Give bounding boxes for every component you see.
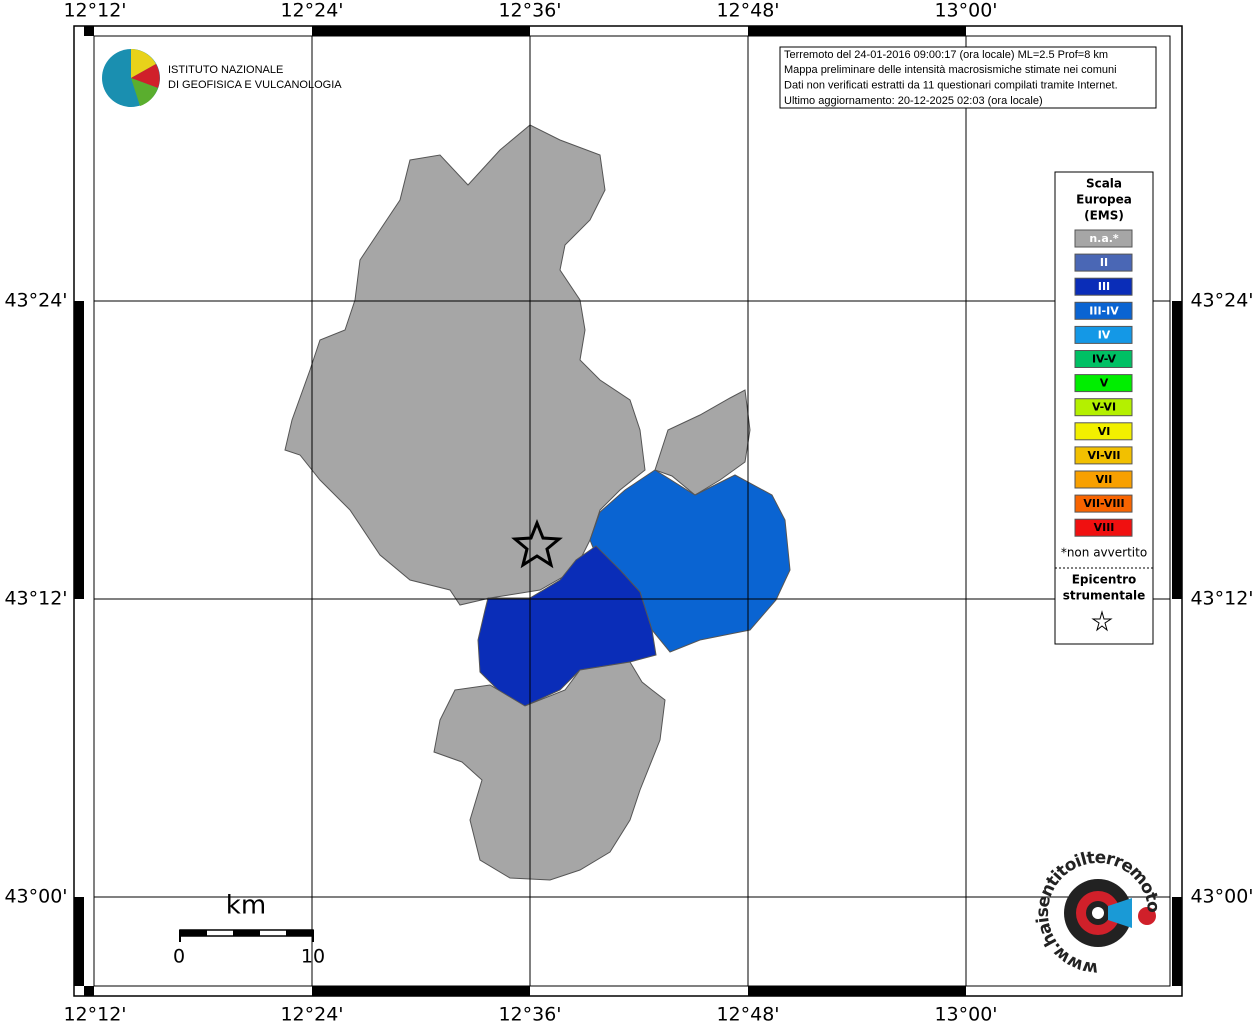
graticule	[94, 36, 1170, 986]
legend-label: VIII	[1094, 521, 1115, 534]
legend-star	[1091, 610, 1113, 632]
epicentre-star	[511, 518, 563, 569]
legend-swatch	[1074, 350, 1133, 368]
scale-label: 0	[173, 946, 185, 968]
longitude-label: 12°48'	[716, 1004, 779, 1024]
legend-label: IV	[1098, 328, 1111, 341]
info-box	[779, 46, 1157, 109]
latitude-label: 43°24'	[1190, 290, 1253, 312]
logo-line: ISTITUTO NAZIONALE	[168, 64, 283, 76]
info-line: Ultimo aggiornamento: 20-12-2025 02:03 (…	[784, 95, 1043, 107]
legend-swatch	[1074, 398, 1133, 417]
legend-note: *non avvertito	[1061, 546, 1147, 560]
legend-label: VII	[1096, 473, 1113, 486]
ingv-logo: ISTITUTO NAZIONALE DI GEOFISICA E VULCAN…	[102, 49, 342, 107]
scale-unit: km	[226, 891, 266, 921]
legend-label: V-VI	[1092, 401, 1116, 414]
legend-title: (EMS)	[1084, 209, 1124, 223]
legend-swatch	[1074, 229, 1133, 248]
latitude-label: 43°00'	[1190, 886, 1253, 908]
legend-label: III	[1098, 280, 1110, 293]
legend-swatch	[1074, 277, 1133, 296]
legend-swatch	[1074, 446, 1133, 465]
scale-bar: km 0 10	[173, 891, 325, 968]
legend-label: II	[1100, 256, 1108, 269]
region-na	[654, 389, 751, 496]
info-line: Mappa preliminare delle intensità macros…	[784, 64, 1117, 76]
latitude-label: 43°12'	[1190, 588, 1253, 610]
legend-label: IV-V	[1092, 353, 1117, 366]
longitude-label: 13°00'	[934, 0, 997, 22]
legend: ScalaEuropea(EMS)n.a.*IIIIIIII-IVIVIV-VV…	[1074, 177, 1133, 537]
legend-swatch	[1074, 470, 1133, 489]
latitude-label: 43°00'	[4, 886, 67, 908]
latitude-label: 43°24'	[4, 290, 67, 312]
longitude-label: 12°48'	[716, 0, 779, 22]
inner-frame	[93, 35, 1171, 987]
longitude-label: 12°12'	[63, 1004, 126, 1024]
region-na	[433, 661, 666, 881]
longitude-label: 12°24'	[280, 1004, 343, 1024]
longitude-label: 13°00'	[934, 1004, 997, 1024]
legend-label: VII-VIII	[1083, 497, 1124, 510]
legend-label: n.a.*	[1089, 232, 1119, 245]
frame-ticks	[74, 26, 1182, 996]
legend-title: Europea	[1076, 193, 1132, 207]
legend-swatch	[1074, 494, 1133, 513]
longitude-label: 12°36'	[498, 0, 561, 22]
legend-label: VI-VII	[1087, 449, 1120, 462]
legend-epicentre: strumentale	[1063, 589, 1146, 603]
latitude-label: 43°12'	[4, 588, 67, 610]
legend-swatch	[1074, 374, 1133, 393]
legend-swatch	[1074, 325, 1133, 344]
info-line: Dati non verificati estratti da 11 quest…	[784, 80, 1118, 92]
logo-line: DI GEOFISICA E VULCANOLOGIA	[168, 79, 342, 91]
info-line: Terremoto del 24-01-2016 09:00:17 (ora l…	[784, 49, 1108, 61]
scale-label: 10	[301, 946, 325, 968]
legend-swatch	[1074, 301, 1133, 320]
legend-epicentre: Epicentro	[1072, 573, 1137, 587]
legend-swatch	[1074, 253, 1133, 272]
municipalities	[284, 124, 791, 881]
legend-label: VI	[1098, 425, 1111, 438]
legend-label: V	[1100, 377, 1109, 390]
info-lines: Terremoto del 24-01-2016 09:00:17 (ora l…	[784, 49, 1118, 107]
longitude-label: 12°36'	[498, 1004, 561, 1024]
axis-labels: 12°12' 12°12' 12°24' 12°24' 12°36' 12°36' 12°4…	[4, 0, 1253, 1024]
longitude-label: 12°12'	[63, 0, 126, 22]
legend-label: III-IV	[1089, 304, 1119, 317]
legend-title: Scala	[1086, 177, 1122, 191]
region-iii	[477, 545, 657, 707]
legend-swatch	[1074, 518, 1133, 537]
legend-swatch	[1074, 422, 1133, 441]
longitude-label: 12°24'	[280, 0, 343, 22]
